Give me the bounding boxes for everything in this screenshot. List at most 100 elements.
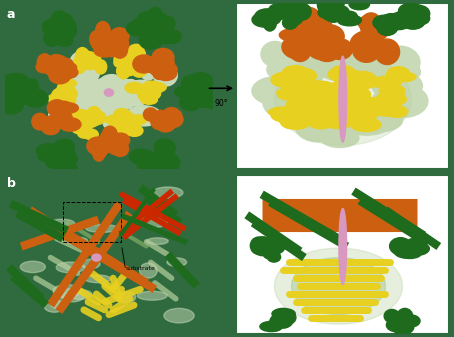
Text: b: b (7, 177, 16, 190)
Ellipse shape (403, 315, 420, 327)
Ellipse shape (81, 259, 100, 269)
Ellipse shape (49, 90, 70, 117)
Ellipse shape (144, 21, 165, 33)
Ellipse shape (56, 262, 85, 273)
Ellipse shape (59, 88, 73, 99)
Ellipse shape (129, 149, 154, 163)
Ellipse shape (289, 67, 323, 85)
Ellipse shape (50, 112, 67, 127)
Ellipse shape (306, 40, 338, 55)
Ellipse shape (154, 110, 167, 125)
Ellipse shape (282, 35, 314, 59)
Ellipse shape (167, 258, 187, 267)
Ellipse shape (94, 44, 116, 57)
Ellipse shape (125, 117, 144, 126)
Ellipse shape (53, 14, 69, 25)
Ellipse shape (148, 83, 158, 94)
Ellipse shape (101, 38, 116, 50)
Ellipse shape (97, 83, 120, 100)
Ellipse shape (72, 124, 92, 134)
Ellipse shape (88, 82, 113, 106)
Ellipse shape (399, 248, 421, 258)
Ellipse shape (59, 82, 74, 98)
Ellipse shape (49, 219, 75, 228)
Ellipse shape (323, 9, 347, 22)
Ellipse shape (46, 58, 64, 75)
Ellipse shape (321, 116, 355, 128)
Ellipse shape (112, 42, 128, 58)
Ellipse shape (104, 136, 117, 152)
Ellipse shape (365, 25, 388, 40)
Ellipse shape (332, 110, 364, 123)
Ellipse shape (271, 109, 304, 122)
Ellipse shape (54, 23, 76, 38)
Ellipse shape (291, 3, 311, 20)
Ellipse shape (43, 18, 67, 36)
Ellipse shape (49, 67, 71, 84)
Ellipse shape (114, 58, 124, 67)
Ellipse shape (82, 116, 98, 125)
Ellipse shape (153, 187, 183, 198)
Ellipse shape (262, 237, 279, 254)
Ellipse shape (137, 217, 168, 228)
Ellipse shape (146, 163, 160, 182)
Ellipse shape (69, 118, 85, 127)
Ellipse shape (411, 5, 426, 21)
Ellipse shape (410, 12, 429, 25)
Ellipse shape (388, 12, 411, 30)
Ellipse shape (291, 257, 385, 315)
Ellipse shape (379, 85, 405, 98)
Ellipse shape (377, 85, 428, 118)
Ellipse shape (137, 150, 151, 167)
Ellipse shape (38, 151, 59, 162)
Text: 90°: 90° (214, 99, 228, 108)
Ellipse shape (41, 117, 54, 131)
Ellipse shape (277, 1, 298, 19)
Ellipse shape (146, 31, 163, 48)
Ellipse shape (150, 82, 160, 97)
Ellipse shape (49, 150, 71, 168)
Ellipse shape (300, 59, 326, 80)
Ellipse shape (252, 12, 277, 27)
Ellipse shape (144, 83, 157, 99)
Ellipse shape (7, 86, 20, 100)
Ellipse shape (78, 58, 90, 67)
Ellipse shape (289, 48, 316, 78)
Ellipse shape (271, 72, 300, 87)
Ellipse shape (68, 289, 92, 299)
Ellipse shape (85, 275, 111, 283)
Ellipse shape (377, 93, 402, 109)
Ellipse shape (155, 115, 176, 132)
Ellipse shape (37, 54, 52, 71)
Ellipse shape (175, 86, 193, 97)
Ellipse shape (120, 86, 154, 103)
Ellipse shape (106, 115, 123, 125)
Ellipse shape (56, 150, 70, 167)
Ellipse shape (285, 68, 316, 84)
Ellipse shape (50, 146, 72, 162)
Ellipse shape (53, 100, 71, 121)
Ellipse shape (283, 9, 303, 26)
Ellipse shape (380, 13, 403, 31)
Ellipse shape (124, 80, 158, 104)
Ellipse shape (126, 106, 161, 126)
Ellipse shape (351, 97, 379, 123)
Ellipse shape (156, 62, 169, 79)
Ellipse shape (69, 98, 98, 115)
Ellipse shape (147, 238, 168, 244)
Ellipse shape (100, 34, 119, 45)
Ellipse shape (146, 152, 170, 167)
Ellipse shape (69, 52, 92, 80)
Ellipse shape (156, 60, 175, 74)
Ellipse shape (274, 1, 299, 17)
Ellipse shape (272, 309, 294, 328)
Ellipse shape (59, 145, 74, 158)
Ellipse shape (380, 25, 394, 35)
Ellipse shape (82, 52, 101, 63)
Ellipse shape (304, 81, 336, 97)
Ellipse shape (40, 60, 62, 73)
Ellipse shape (282, 17, 298, 29)
Ellipse shape (166, 110, 182, 121)
Ellipse shape (157, 113, 172, 129)
Ellipse shape (289, 29, 326, 44)
